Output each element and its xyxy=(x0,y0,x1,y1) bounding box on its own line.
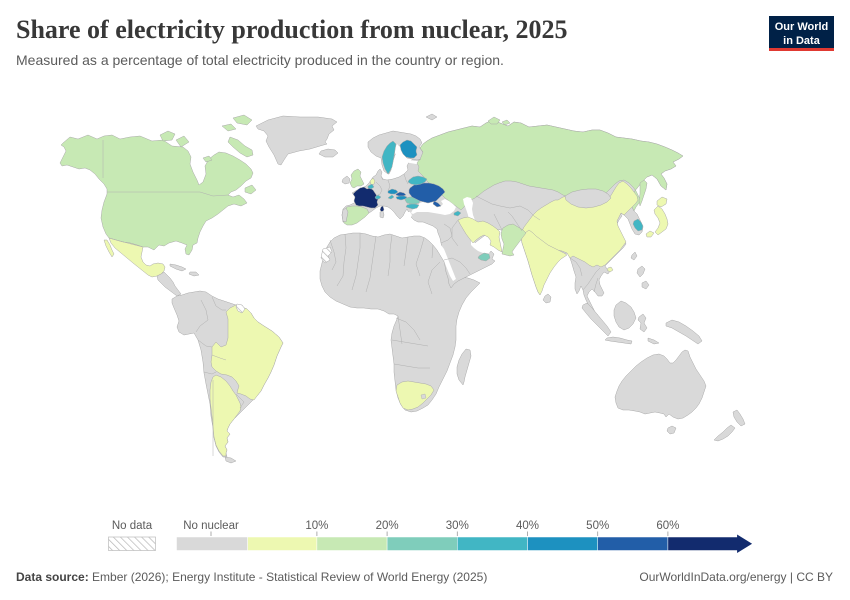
svg-text:10%: 10% xyxy=(305,520,328,532)
svg-text:40%: 40% xyxy=(516,520,539,532)
svg-text:30%: 30% xyxy=(446,520,469,532)
svg-text:20%: 20% xyxy=(376,520,399,532)
svg-text:60%: 60% xyxy=(656,520,679,532)
svg-text:50%: 50% xyxy=(586,520,609,532)
svg-text:No nuclear: No nuclear xyxy=(183,520,239,532)
svg-text:No data: No data xyxy=(112,520,153,532)
